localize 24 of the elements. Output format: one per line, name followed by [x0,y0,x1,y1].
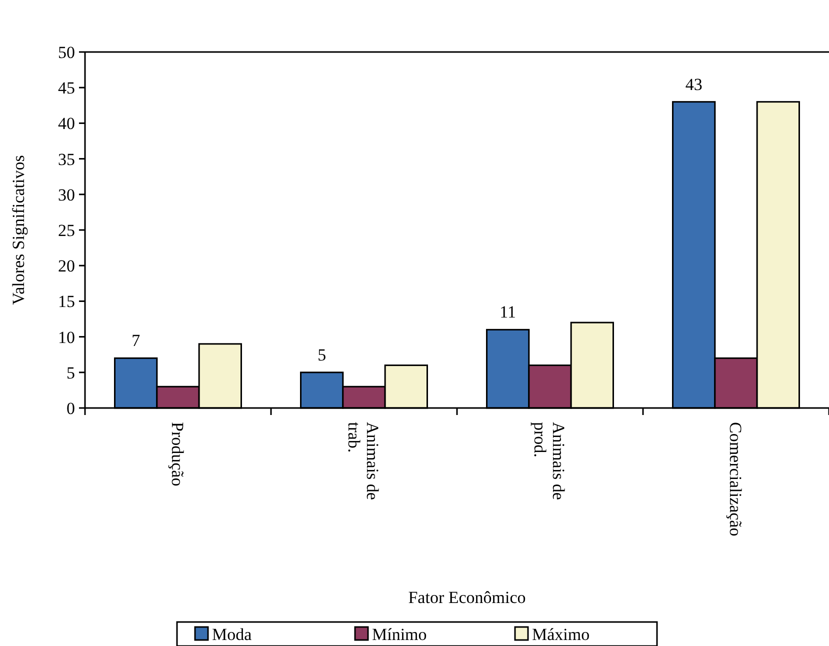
y-tick-label: 30 [58,185,75,204]
data-label: 43 [685,74,702,94]
y-tick-label: 0 [66,398,75,418]
y-tick-label: 45 [58,78,75,98]
x-tick-label: Produção [168,422,188,486]
x-tick-label: Animais de trab. [344,422,382,500]
y-tick-label: 15 [58,292,75,312]
y-tick-label: 20 [58,256,75,276]
y-axis-title: Valores Significativos [9,155,28,305]
data-label: 11 [500,302,516,322]
y-tick-label: 40 [58,114,75,134]
data-label: 5 [318,345,326,364]
y-tick-label: 10 [58,328,75,347]
data-label: 7 [132,331,141,350]
y-tick-label: 50 [58,42,75,62]
legend-label: Máximo [532,624,590,644]
x-tick-label: Comercialização [726,422,746,536]
legend-label: Moda [212,624,252,644]
y-tick-label: 35 [58,150,75,169]
y-tick-label: 25 [58,220,75,240]
legend-label: Mínimo [372,624,427,644]
x-tick-label: Animais de prod. [530,422,568,500]
x-axis-title: Fator Econômico [408,588,526,607]
y-tick-label: 5 [66,363,75,382]
